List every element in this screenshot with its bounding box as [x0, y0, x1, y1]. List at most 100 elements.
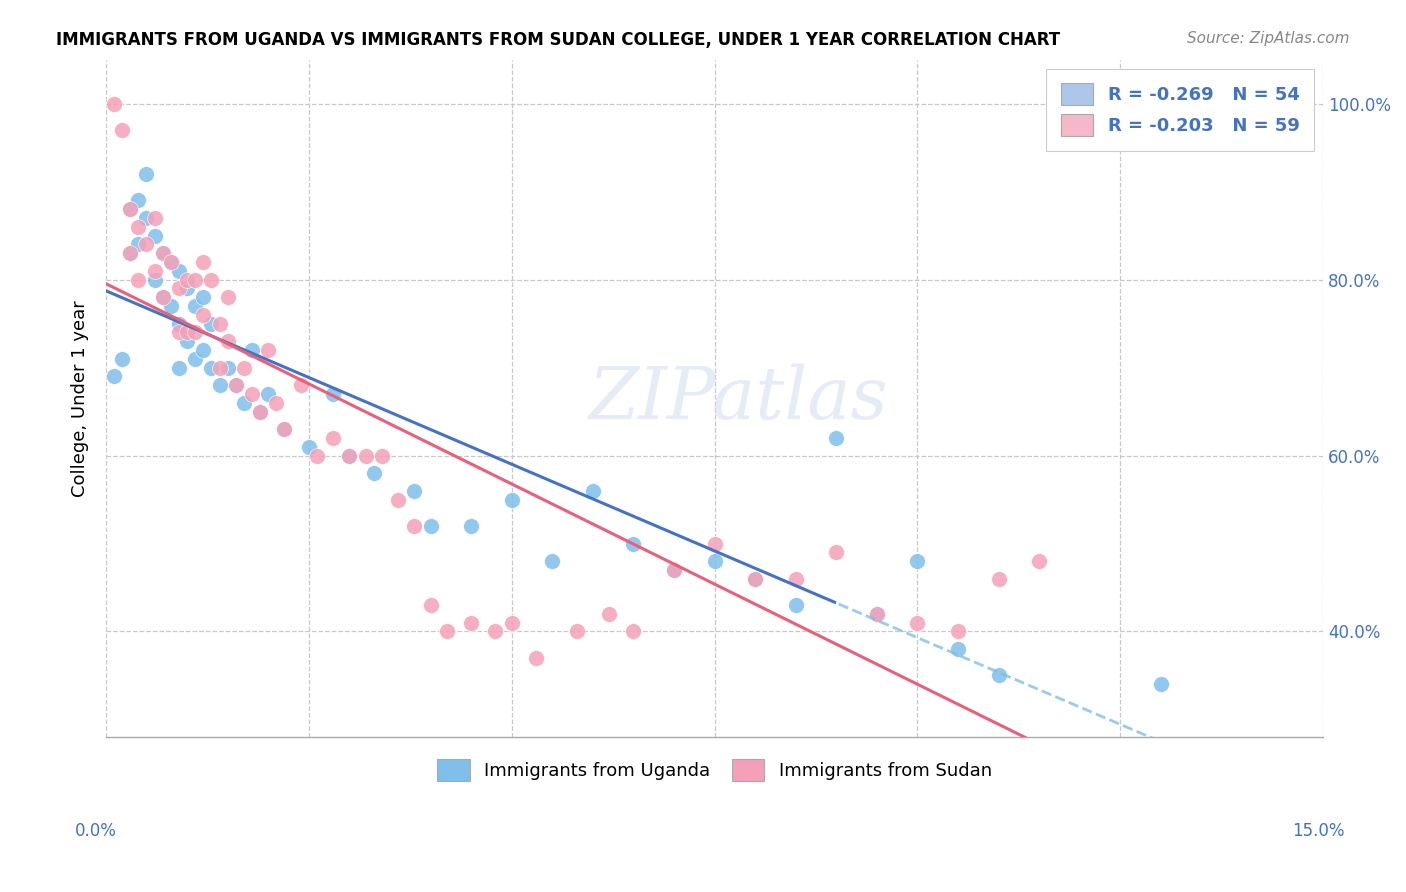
- Point: [744, 572, 766, 586]
- Point: [208, 360, 231, 375]
- Point: [273, 422, 295, 436]
- Point: [404, 519, 426, 533]
- Point: [167, 326, 190, 340]
- Point: [208, 317, 231, 331]
- Point: [225, 378, 247, 392]
- Point: [152, 246, 174, 260]
- Text: Source: ZipAtlas.com: Source: ZipAtlas.com: [1187, 31, 1350, 46]
- Point: [193, 308, 215, 322]
- Point: [193, 343, 215, 357]
- Text: ZIPatlas: ZIPatlas: [589, 363, 889, 434]
- Point: [905, 554, 928, 568]
- Point: [217, 360, 239, 375]
- Point: [905, 615, 928, 630]
- Point: [298, 440, 321, 454]
- Point: [436, 624, 458, 639]
- Point: [152, 290, 174, 304]
- Point: [217, 290, 239, 304]
- Point: [598, 607, 620, 621]
- Y-axis label: College, Under 1 year: College, Under 1 year: [72, 300, 89, 497]
- Point: [200, 360, 222, 375]
- Point: [167, 317, 190, 331]
- Point: [987, 668, 1010, 682]
- Point: [257, 387, 280, 401]
- Point: [484, 624, 506, 639]
- Point: [103, 96, 125, 111]
- Point: [159, 255, 181, 269]
- Point: [501, 492, 523, 507]
- Point: [501, 615, 523, 630]
- Point: [371, 449, 394, 463]
- Point: [249, 404, 271, 418]
- Point: [582, 483, 605, 498]
- Point: [176, 281, 198, 295]
- Point: [987, 572, 1010, 586]
- Point: [232, 395, 254, 409]
- Text: IMMIGRANTS FROM UGANDA VS IMMIGRANTS FROM SUDAN COLLEGE, UNDER 1 YEAR CORRELATIO: IMMIGRANTS FROM UGANDA VS IMMIGRANTS FRO…: [56, 31, 1060, 49]
- Point: [703, 536, 725, 550]
- Point: [785, 572, 807, 586]
- Point: [176, 272, 198, 286]
- Point: [387, 492, 409, 507]
- Point: [363, 466, 385, 480]
- Point: [266, 395, 288, 409]
- Legend: Immigrants from Uganda, Immigrants from Sudan: Immigrants from Uganda, Immigrants from …: [423, 745, 1007, 796]
- Point: [143, 211, 166, 225]
- Point: [1028, 554, 1050, 568]
- Point: [120, 202, 142, 216]
- Point: [135, 237, 157, 252]
- Point: [176, 326, 198, 340]
- Point: [240, 387, 263, 401]
- Point: [541, 554, 564, 568]
- Point: [337, 449, 360, 463]
- Point: [419, 519, 441, 533]
- Point: [524, 651, 547, 665]
- Point: [703, 554, 725, 568]
- Point: [176, 334, 198, 348]
- Point: [152, 290, 174, 304]
- Point: [200, 317, 222, 331]
- Point: [621, 536, 644, 550]
- Point: [103, 369, 125, 384]
- Point: [120, 246, 142, 260]
- Point: [225, 378, 247, 392]
- Point: [217, 334, 239, 348]
- Point: [825, 431, 848, 445]
- Point: [662, 563, 685, 577]
- Point: [193, 290, 215, 304]
- Point: [866, 607, 889, 621]
- Point: [127, 219, 149, 234]
- Text: 15.0%: 15.0%: [1292, 822, 1346, 840]
- Point: [111, 351, 134, 366]
- Point: [143, 264, 166, 278]
- Point: [621, 624, 644, 639]
- Point: [1150, 677, 1173, 691]
- Point: [184, 299, 207, 313]
- Point: [167, 264, 190, 278]
- Point: [744, 572, 766, 586]
- Point: [785, 598, 807, 612]
- Point: [825, 545, 848, 559]
- Point: [111, 123, 134, 137]
- Point: [662, 563, 685, 577]
- Point: [460, 519, 482, 533]
- Point: [167, 360, 190, 375]
- Point: [240, 343, 263, 357]
- Point: [337, 449, 360, 463]
- Point: [290, 378, 312, 392]
- Point: [120, 202, 142, 216]
- Text: 0.0%: 0.0%: [75, 822, 117, 840]
- Point: [404, 483, 426, 498]
- Point: [184, 351, 207, 366]
- Point: [127, 272, 149, 286]
- Point: [152, 246, 174, 260]
- Point: [143, 228, 166, 243]
- Point: [159, 255, 181, 269]
- Point: [159, 299, 181, 313]
- Point: [322, 431, 344, 445]
- Point: [322, 387, 344, 401]
- Point: [143, 272, 166, 286]
- Point: [354, 449, 377, 463]
- Point: [200, 272, 222, 286]
- Point: [866, 607, 889, 621]
